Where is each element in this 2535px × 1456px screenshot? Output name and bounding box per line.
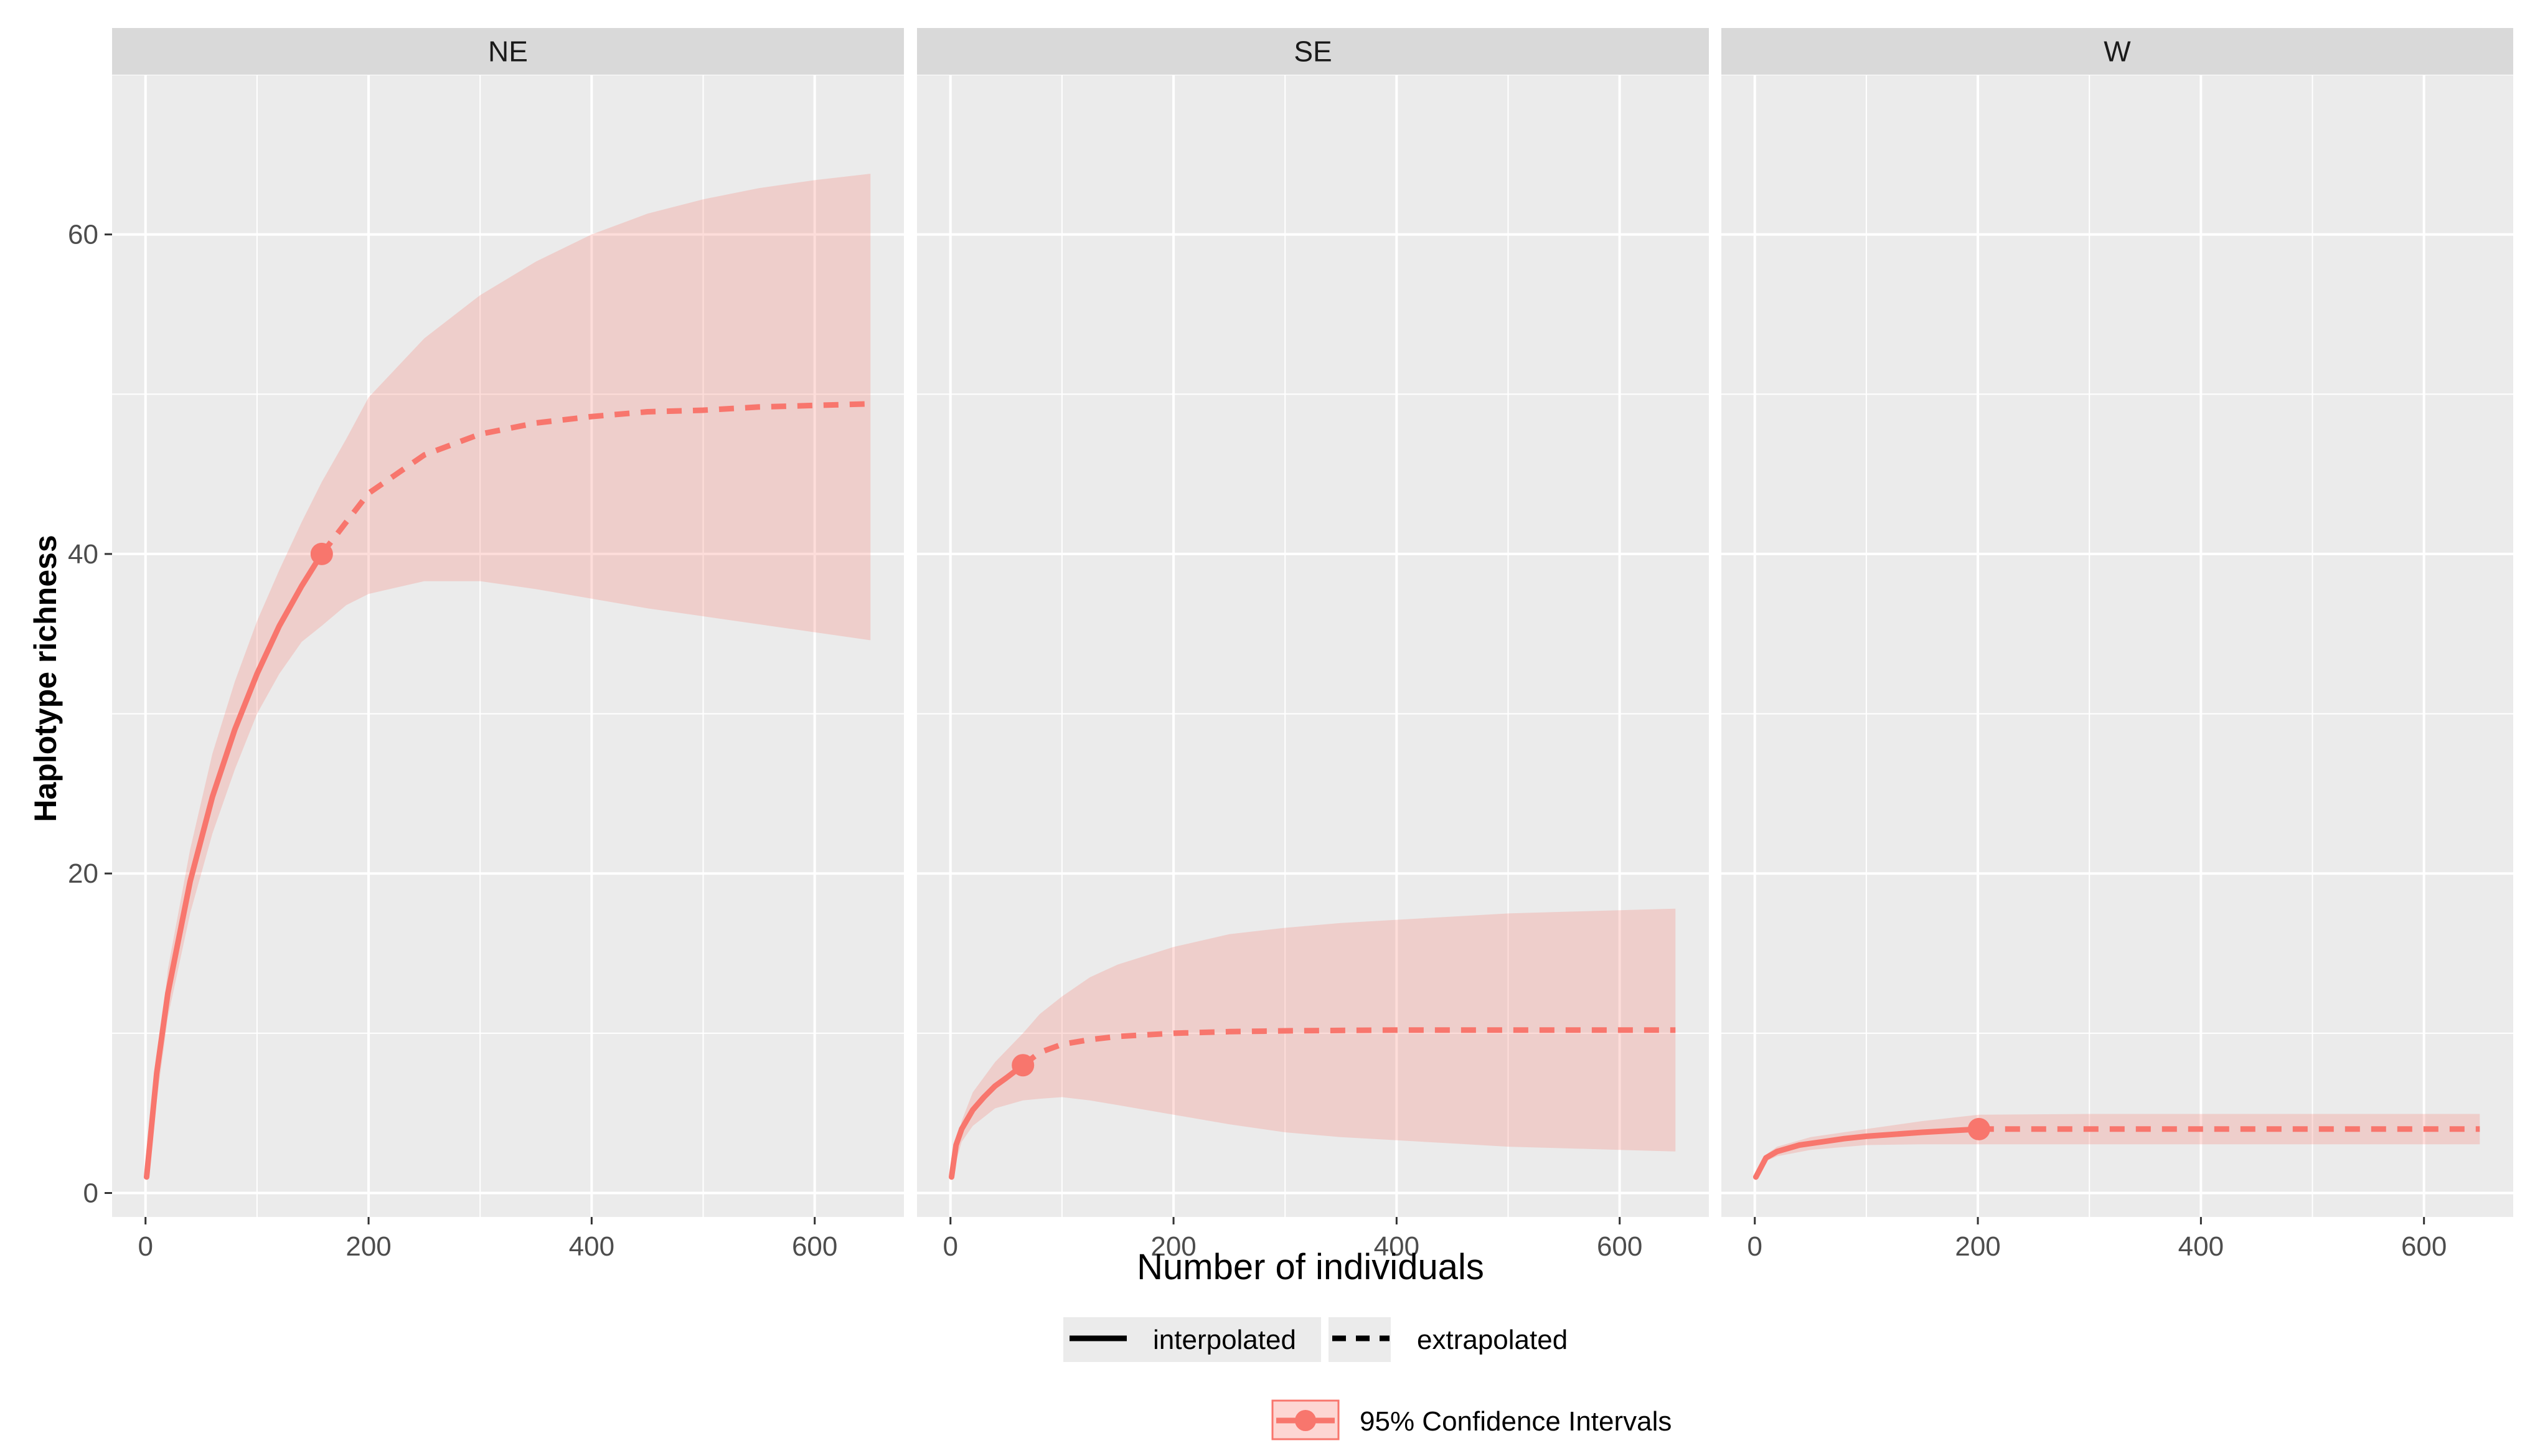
interpolated-line-ne — [144, 551, 325, 1180]
strip-background — [112, 28, 904, 75]
ci-band-ne — [146, 174, 871, 1177]
legend-label-ci: 95% Confidence Intervals — [1360, 1406, 1672, 1437]
x-tick-label: 200 — [1150, 1231, 1196, 1262]
x-tick-label: 0 — [138, 1231, 153, 1262]
panel-ne: NE 0 200 400 600 — [112, 28, 904, 1262]
panel-se: SE 0 200 400 600 — [917, 28, 1709, 1262]
x-tick-label: 400 — [2178, 1231, 2224, 1262]
interpolated-line-w — [1753, 1126, 1982, 1180]
legend-label-extrapolated: extrapolated — [1417, 1325, 1568, 1355]
extrapolated-line-se — [1021, 1027, 1676, 1068]
panel-background — [1721, 75, 2513, 1217]
panel-background — [112, 75, 904, 1217]
panels-layer: 0 20 40 60 NE 0 200 400 600 SE 0 200 400 600 W 0 200 400 6… — [68, 28, 2513, 1262]
strip-background — [917, 28, 1709, 75]
x-tick-label: 200 — [1955, 1231, 2000, 1262]
x-tick-label: 400 — [1374, 1231, 1419, 1262]
x-tick-label: 600 — [792, 1231, 837, 1262]
y-axis-title: Haplotype richness — [28, 535, 63, 822]
strip-label-ne: NE — [488, 35, 528, 68]
x-tick-label: 0 — [943, 1231, 958, 1262]
x-tick-label: 600 — [2401, 1231, 2447, 1262]
y-tick-label: 20 — [68, 858, 98, 889]
observed-point-w — [1967, 1117, 1990, 1140]
legend: interpolated extrapolated 95% Confidence… — [1063, 1317, 1672, 1440]
panel-w: W 0 200 400 600 — [1721, 28, 2513, 1262]
strip-background — [1721, 28, 2513, 75]
x-axis-title: Number of individuals — [1137, 1247, 1484, 1287]
interpolated-line-se — [949, 1062, 1026, 1180]
y-tick-label: 60 — [68, 220, 98, 250]
x-tick-label: 0 — [1747, 1231, 1762, 1262]
observed-point-se — [1012, 1054, 1035, 1077]
x-tick-label: 200 — [346, 1231, 391, 1262]
legend-key-ci-point — [1295, 1410, 1316, 1431]
ci-band-se — [951, 908, 1676, 1177]
strip-label-se: SE — [1294, 35, 1332, 68]
y-tick-label: 0 — [83, 1178, 98, 1209]
observed-point-ne — [310, 542, 333, 565]
strip-label-w: W — [2104, 35, 2131, 68]
panel-background — [917, 75, 1709, 1217]
extrapolated-line-ne — [319, 401, 871, 556]
y-tick-label: 40 — [68, 539, 98, 570]
legend-label-interpolated: interpolated — [1153, 1325, 1296, 1355]
x-tick-label: 600 — [1597, 1231, 1642, 1262]
x-tick-label: 400 — [569, 1231, 614, 1262]
